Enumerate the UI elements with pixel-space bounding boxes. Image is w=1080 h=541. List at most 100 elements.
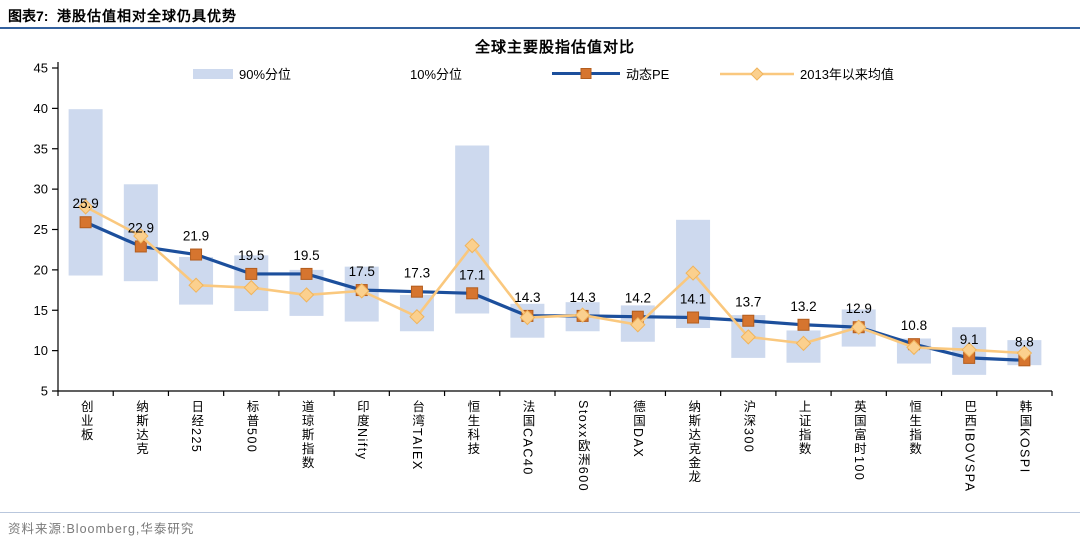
x-axis-category-label: 上证指数	[796, 400, 811, 456]
x-axis-category: 恒生科技	[445, 400, 500, 510]
band-swatch	[193, 68, 233, 79]
pe-marker	[797, 318, 810, 331]
svg-text:5: 5	[41, 384, 48, 399]
x-axis-category-label: 台湾TAIEX	[410, 400, 425, 471]
x-axis-category: 标普500	[224, 400, 279, 510]
value-label: 14.3	[514, 290, 540, 305]
x-axis-category: 创业板	[58, 400, 113, 510]
x-axis-category: 德国DAX	[610, 400, 665, 510]
legend-item-3: 动态PE	[552, 64, 669, 83]
value-label: 9.1	[960, 332, 979, 347]
pe-marker	[687, 311, 700, 324]
percentile-bands	[68, 109, 1042, 375]
x-axis-category-label: 沪深300	[741, 400, 756, 454]
x-axis-category-label: 恒生指数	[907, 400, 922, 456]
pe-marker	[300, 267, 313, 280]
x-axis-category: 日经225	[168, 400, 223, 510]
svg-text:30: 30	[34, 182, 48, 197]
x-axis-category-label: Stoxx欧洲600	[575, 400, 590, 493]
mean-line-swatch	[720, 66, 794, 81]
x-axis-category-label: 纳斯达克金龙	[686, 400, 701, 484]
x-axis-category: 恒生指数	[886, 400, 941, 510]
pe-marker	[190, 248, 203, 261]
mean-marker	[77, 199, 94, 215]
x-axis-category: 道琼斯指数	[279, 400, 334, 510]
legend-label: 10%分位	[410, 67, 463, 82]
value-label: 13.2	[790, 299, 816, 314]
pe-line	[84, 220, 1025, 362]
x-axis-category: 英国富时100	[831, 400, 886, 510]
pe-marker	[742, 314, 755, 327]
x-axis-category-label: 标普500	[244, 400, 259, 454]
value-label: 14.1	[680, 292, 706, 307]
x-axis-category-label: 纳斯达克	[134, 400, 149, 456]
x-axis-category-label: 巴西IBOVSPA	[962, 400, 977, 493]
mean-marker	[685, 265, 701, 281]
svg-text:10: 10	[34, 343, 48, 358]
x-axis-category: 沪深300	[721, 400, 776, 510]
value-label: 8.8	[1015, 334, 1034, 349]
x-axis-category-label: 英国富时100	[851, 400, 866, 482]
value-label: 19.5	[238, 248, 264, 263]
mean-marker	[409, 309, 425, 325]
mean-marker	[630, 317, 646, 333]
x-axis-category: 印度Nifty	[334, 400, 389, 510]
value-label: 17.3	[404, 266, 430, 281]
value-label: 12.9	[846, 301, 872, 316]
mean-marker	[795, 335, 812, 352]
x-axis-category-label: 德国DAX	[630, 400, 645, 459]
svg-text:40: 40	[34, 101, 48, 116]
mean-marker	[464, 237, 480, 254]
band-bar	[68, 109, 103, 276]
pe-marker	[245, 267, 258, 280]
value-label: 22.9	[128, 220, 154, 235]
pe-marker	[79, 216, 92, 229]
mean-marker	[906, 339, 922, 356]
source-note: 资料来源:Bloomberg,华泰研究	[8, 522, 195, 536]
pe-marker	[410, 285, 423, 298]
legend-label: 2013年以来均值	[800, 67, 894, 82]
mean-marker	[1016, 345, 1033, 361]
x-axis-category: 上证指数	[776, 400, 831, 510]
pe-markers	[79, 216, 1031, 367]
y-axis-tick-labels: 5 10 15 20 25 30 35 40 45	[34, 61, 48, 399]
value-label: 14.2	[625, 291, 651, 306]
x-axis-category: 纳斯达克	[113, 400, 168, 510]
mean-marker	[243, 279, 259, 296]
mean-marker	[519, 309, 536, 326]
mean-marker	[961, 342, 977, 358]
value-label: 21.9	[183, 229, 209, 244]
x-axis-category-label: 创业板	[78, 400, 93, 442]
value-label: 19.5	[293, 248, 319, 263]
x-axis-category-label: 韩国KOSPI	[1017, 400, 1032, 474]
footer-rule	[0, 512, 1080, 513]
value-label: 17.5	[349, 264, 375, 279]
figure-number-label: 图表7:	[8, 8, 49, 24]
x-axis-category: 法国CAC40	[500, 400, 555, 510]
pe-line-swatch	[552, 68, 620, 79]
mean-marker	[740, 329, 756, 345]
x-axis-category-label: 印度Nifty	[354, 400, 369, 461]
mean-line	[85, 205, 1025, 355]
legend-label: 动态PE	[626, 67, 670, 82]
value-label: 13.7	[735, 295, 761, 310]
x-axis-category: 韩国KOSPI	[997, 400, 1052, 510]
legend-label: 90%分位	[239, 67, 292, 82]
x-axis-category: 巴西IBOVSPA	[942, 400, 997, 510]
figure-title: 港股估值相对全球仍具优势	[57, 8, 237, 24]
x-axis-category: Stoxx欧洲600	[555, 400, 610, 510]
mean-marker	[851, 319, 867, 335]
svg-text:35: 35	[34, 141, 48, 156]
axes	[52, 62, 1053, 396]
mean-marker	[188, 277, 204, 293]
x-axis-category-label: 日经225	[189, 400, 204, 454]
mean-markers	[77, 199, 1033, 361]
x-axis-category-label: 法国CAC40	[520, 400, 535, 476]
band-bar	[455, 145, 490, 314]
mean-marker	[354, 283, 370, 299]
legend-item-2: 10%分位	[410, 64, 462, 83]
value-label: 17.1	[459, 267, 485, 282]
x-axis-labels: 创业板 纳斯达克 日经225 标普500 道琼斯指数 印度Nifty 台湾TAIEX 恒生科技…	[58, 400, 1052, 510]
svg-text:25: 25	[34, 222, 48, 237]
